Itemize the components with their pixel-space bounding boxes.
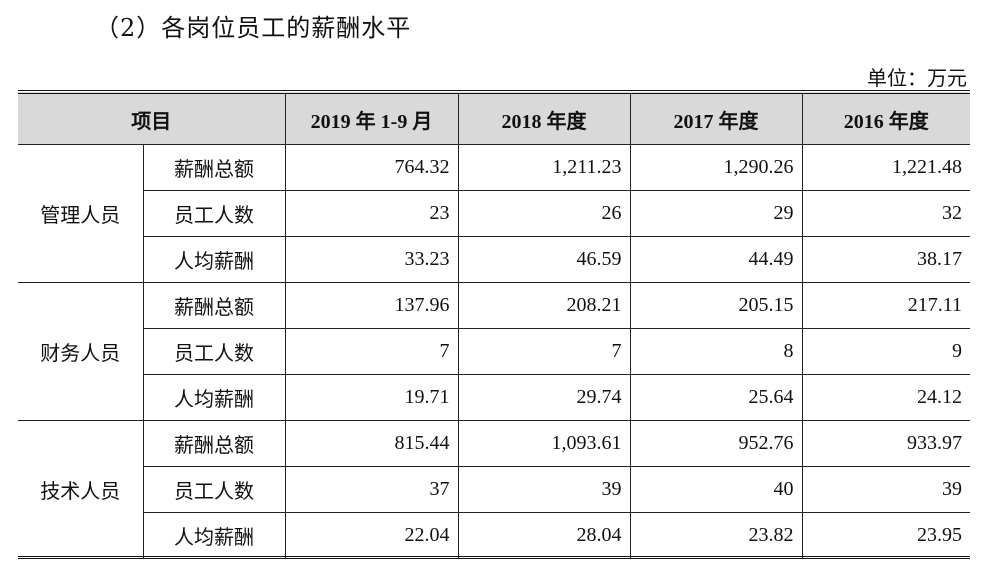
group-label: 技术人员 bbox=[18, 420, 144, 559]
value-cell: 1,290.26 bbox=[629, 144, 803, 191]
metric-label: 人均薪酬 bbox=[143, 236, 286, 283]
value-cell: 208.21 bbox=[457, 282, 631, 329]
value-cell: 815.44 bbox=[284, 420, 459, 467]
value-cell: 29.74 bbox=[457, 374, 631, 421]
salary-table: 项目 2019 年 1-9 月 2018 年度 2017 年度 2016 年度 … bbox=[18, 90, 970, 559]
value-cell: 933.97 bbox=[801, 420, 970, 467]
value-cell: 952.76 bbox=[629, 420, 803, 467]
value-cell: 29 bbox=[629, 190, 803, 237]
value-cell: 205.15 bbox=[629, 282, 803, 329]
value-cell: 137.96 bbox=[284, 282, 459, 329]
value-cell: 25.64 bbox=[629, 374, 803, 421]
metric-label: 员工人数 bbox=[143, 466, 286, 513]
group-label: 财务人员 bbox=[18, 282, 144, 421]
metric-label: 薪酬总额 bbox=[142, 282, 286, 329]
value-cell: 7 bbox=[284, 328, 459, 375]
metric-label: 薪酬总额 bbox=[142, 144, 286, 191]
value-cell: 1,211.23 bbox=[457, 144, 631, 191]
value-cell: 9 bbox=[801, 328, 970, 375]
value-cell: 46.59 bbox=[457, 236, 631, 283]
table-row: 管理人员 薪酬总额 764.32 1,211.23 1,290.26 1,221.48 bbox=[18, 144, 970, 283]
header-2017: 2017 年度 bbox=[629, 91, 803, 145]
value-cell: 22.04 bbox=[284, 512, 459, 559]
value-cell: 37 bbox=[284, 466, 459, 513]
value-cell: 8 bbox=[629, 328, 803, 375]
table-row: 技术人员 薪酬总额 815.44 1,093.61 952.76 933.97 bbox=[18, 420, 970, 559]
value-cell: 19.71 bbox=[284, 374, 459, 421]
value-cell: 39 bbox=[457, 466, 631, 513]
value-cell: 23.82 bbox=[629, 512, 803, 559]
value-cell: 24.12 bbox=[801, 374, 970, 421]
value-cell: 23 bbox=[284, 190, 459, 237]
value-cell: 28.04 bbox=[457, 512, 631, 559]
value-cell: 764.32 bbox=[284, 144, 459, 191]
table-header-row: 项目 2019 年 1-9 月 2018 年度 2017 年度 2016 年度 bbox=[18, 91, 970, 145]
value-cell: 7 bbox=[457, 328, 631, 375]
table-row: 人均薪酬 22.04 28.04 23.82 23.95 bbox=[18, 512, 970, 559]
metric-label: 薪酬总额 bbox=[142, 420, 286, 467]
header-2016: 2016 年度 bbox=[801, 91, 970, 145]
table-row: 员工人数 7 7 8 9 bbox=[18, 328, 970, 375]
metric-label: 人均薪酬 bbox=[143, 512, 286, 559]
table-row: 员工人数 23 26 29 32 bbox=[18, 190, 970, 237]
metric-label: 人均薪酬 bbox=[143, 374, 286, 421]
table-row: 员工人数 37 39 40 39 bbox=[18, 466, 970, 513]
value-cell: 1,221.48 bbox=[801, 144, 970, 191]
value-cell: 26 bbox=[457, 190, 631, 237]
bottom-rule bbox=[18, 556, 970, 559]
table-row: 人均薪酬 19.71 29.74 25.64 24.12 bbox=[18, 374, 970, 421]
unit-label: 单位：万元 bbox=[867, 66, 967, 90]
table-row: 人均薪酬 33.23 46.59 44.49 38.17 bbox=[18, 236, 970, 283]
metric-label: 员工人数 bbox=[143, 328, 286, 375]
header-2018: 2018 年度 bbox=[457, 91, 631, 145]
value-cell: 33.23 bbox=[284, 236, 459, 283]
value-cell: 217.11 bbox=[801, 282, 970, 329]
header-2019: 2019 年 1-9 月 bbox=[284, 91, 459, 145]
value-cell: 44.49 bbox=[629, 236, 803, 283]
value-cell: 23.95 bbox=[801, 512, 970, 559]
value-cell: 38.17 bbox=[801, 236, 970, 283]
section-heading: （2）各岗位员工的薪酬水平 bbox=[95, 14, 412, 42]
value-cell: 40 bbox=[629, 466, 803, 513]
group-label: 管理人员 bbox=[18, 144, 144, 283]
value-cell: 32 bbox=[801, 190, 970, 237]
value-cell: 39 bbox=[801, 466, 970, 513]
table-row: 财务人员 薪酬总额 137.96 208.21 205.15 217.11 bbox=[18, 282, 970, 421]
metric-label: 员工人数 bbox=[143, 190, 286, 237]
header-item: 项目 bbox=[18, 91, 286, 145]
value-cell: 1,093.61 bbox=[457, 420, 631, 467]
